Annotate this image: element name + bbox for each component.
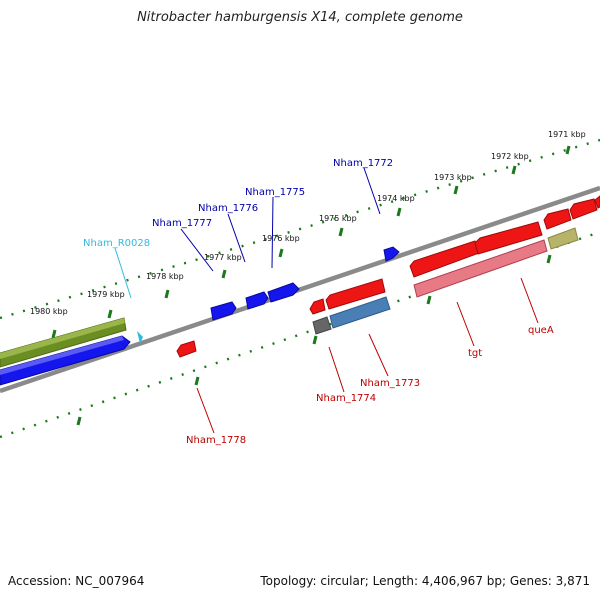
kbp-label: 1976 kbp [262,234,300,243]
scale-tick [396,207,402,217]
outer-track-dots [0,138,600,320]
leader-nham-1778 [196,387,215,434]
accession-label: Accession: NC_007964 [8,574,145,588]
leader-nham-1777 [180,228,214,272]
kbp-label: 1980 kbp [30,307,68,316]
kbp-label: 1977 kbp [204,253,242,262]
gene-nham-1778[interactable] [176,340,197,358]
gene-red-edge-1[interactable] [543,208,572,230]
inner-tick [426,295,432,305]
gene-blue-highlight [0,336,124,375]
kbp-label: 1978 kbp [146,272,184,281]
leader-nham-1773 [368,333,389,377]
rna-gene-cyan[interactable] [137,331,143,344]
gene-nham-1777[interactable] [210,301,237,321]
scale-tick [565,145,571,155]
gene-nham-1776[interactable] [245,291,269,310]
leader-nham-1776 [227,213,246,263]
inner-tick [76,416,82,426]
kbp-label: 1974 kbp [377,194,415,203]
label-nham-1776: Nham_1776 [198,203,258,214]
label-nham-1775: Nham_1775 [245,187,305,198]
forward-strand [0,246,400,386]
gene-nham-1772[interactable] [383,246,400,262]
leader-nham-r0028 [114,247,132,299]
kbp-label: 1971 kbp [548,130,586,139]
reverse-strand [176,195,600,358]
gene-nham-1774[interactable] [312,316,332,335]
gene-blue-long[interactable] [0,335,131,386]
gene-red-quea-outer[interactable] [474,221,543,255]
kbp-label: 1979 kbp [87,290,125,299]
gene-nham-1773[interactable] [329,296,391,329]
label-nham-r0028: Nham_R0028 [83,238,150,249]
gene-pale-olive[interactable] [547,227,579,250]
leader-tgt [456,301,475,347]
page-title: Nitrobacter hamburgensis X14, complete g… [137,10,463,25]
leader-nham-1774 [328,346,345,393]
gene-red-block[interactable] [325,278,386,310]
leader-quea [520,277,539,324]
scale-tick [221,269,227,279]
leader-nham-1775 [271,196,274,269]
scale-tick [164,289,170,299]
label-nham-1777: Nham_1777 [152,218,212,229]
label-nham-1778: Nham_1778 [186,435,246,446]
gene-red-edge-2[interactable] [569,198,598,220]
scale-tick [51,329,57,339]
kbp-label: 1975 kbp [319,214,357,223]
inner-tick [312,335,318,345]
gene-olive-highlight [0,318,125,359]
genome-summary: Topology: circular; Length: 4,406,967 bp… [260,574,590,588]
scale-tick [338,227,344,237]
genome-backbone [0,185,600,394]
leader-nham-1772 [363,167,381,215]
inner-tick [194,376,200,386]
inner-tick [546,254,552,264]
label-nham-1774: Nham_1774 [316,393,376,404]
scale-tick [107,309,113,319]
outer-tick-track [0,138,600,320]
label-quea: queA [528,325,554,336]
scale-ticks [51,145,571,426]
label-nham-1772: Nham_1772 [333,158,393,169]
kbp-label: 1973 kbp [434,173,472,182]
label-leaders [114,167,539,434]
scale-tick [511,165,517,175]
kbp-label: 1972 kbp [491,152,529,161]
gene-nham-1775[interactable] [267,282,300,303]
scale-tick [278,248,284,258]
gene-tgt[interactable] [413,239,548,298]
label-nham-1773: Nham_1773 [360,378,420,389]
label-tgt: tgt [468,348,482,359]
gene-red-edge-3[interactable] [594,195,600,209]
scale-tick [453,185,459,195]
gene-red-small[interactable] [309,298,326,315]
